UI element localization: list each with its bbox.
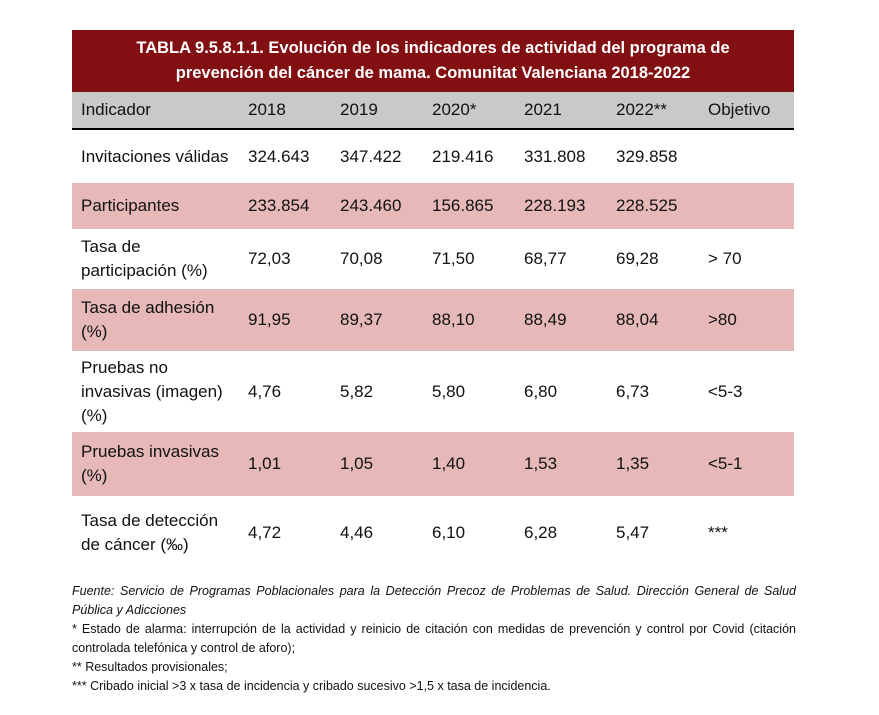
table-cell: 6,10 — [432, 523, 466, 542]
column-header: 2021 — [524, 100, 562, 119]
table-cell: 71,50 — [432, 249, 475, 268]
table-cell: 6,80 — [524, 381, 558, 401]
table-cell: 5,47 — [616, 523, 650, 542]
table-cell: 1,40 — [432, 454, 466, 473]
footnote: ** Resultados provisionales; — [72, 660, 228, 674]
table-cell: 4,46 — [340, 523, 374, 542]
table-row: Tasa de participación (%) 72,03 70,08 71,50… — [72, 229, 794, 289]
table-cell: >80 — [708, 310, 737, 329]
footnote: *** Cribado inicial >3 x tasa de inciden… — [72, 679, 551, 693]
table-cell: 6,73 — [616, 381, 650, 401]
table-row: Pruebas no invasivas (imagen) (%) 4,76 5,8… — [72, 351, 794, 432]
title-line: TABLA 9.5.8.1.1. Evolución de los indica… — [136, 39, 730, 57]
table-cell: 69,28 — [616, 249, 659, 268]
column-header: 2020* — [432, 100, 477, 119]
column-header: Objetivo — [708, 100, 771, 119]
table-cell: 72,03 — [248, 249, 291, 268]
table-row: Participantes 233.854 243.460 156.865 228.19… — [72, 183, 794, 229]
table-row: Tasa de adhesión (%) 91,95 89,37 88,10 88,49… — [72, 289, 794, 351]
table-cell: > 70 — [708, 249, 742, 268]
indicator-label: Pruebas no invasivas (imagen) (%) — [81, 357, 223, 425]
table-row: Pruebas invasivas (%) 1,01 1,05 1,40 1,53 1,3… — [72, 432, 794, 496]
table-cell: 347.422 — [340, 146, 402, 166]
title-line: prevención del cáncer de mama. Comunitat… — [175, 64, 691, 82]
table-title: TABLA 9.5.8.1.1. Evolución de los indica… — [72, 30, 794, 92]
table-cell: 4,76 — [248, 381, 282, 401]
table-cell: 243.460 — [340, 196, 402, 215]
table-cell: 1,35 — [616, 454, 650, 473]
column-header: 2018 — [248, 100, 286, 119]
table-row: Invitaciones válidas 324.643 347.422 219.41… — [72, 130, 794, 183]
indicator-label: Tasa de participación (%) — [81, 237, 208, 280]
table-cell: 91,95 — [248, 310, 291, 329]
column-header: Indicador — [81, 100, 151, 119]
table-cell: 5,80 — [432, 381, 466, 401]
table-cell: 89,37 — [340, 310, 383, 329]
table-row: Tasa de detección de cáncer (‰) 4,72 4,46 6… — [72, 496, 794, 570]
footnote: * Estado de alarma: interrupción de la a… — [72, 622, 796, 655]
indicator-label: Tasa de adhesión (%) — [81, 298, 215, 341]
table-cell: 1,05 — [340, 454, 374, 473]
table-cell: 329.858 — [616, 146, 678, 166]
table-cell: 233.854 — [248, 196, 310, 215]
table-cell: 6,28 — [524, 523, 558, 542]
table-cell: 156.865 — [432, 196, 494, 215]
table-cell: 331.808 — [524, 146, 586, 166]
table-cell: 228.193 — [524, 196, 586, 215]
indicator-label: Pruebas invasivas (%) — [81, 442, 219, 485]
table-cell: <5-1 — [708, 454, 743, 473]
indicator-label: Participantes — [81, 196, 180, 215]
table-cell: 219.416 — [432, 146, 494, 166]
table-cell: 5,82 — [340, 381, 374, 401]
column-header: 2022** — [616, 100, 668, 119]
table-cell: 88,04 — [616, 310, 659, 329]
table-cell: 1,01 — [248, 454, 282, 473]
table-cell: 228.525 — [616, 196, 678, 215]
source-note: Fuente: Servicio de Programas Poblaciona… — [72, 584, 796, 617]
indicators-table: TABLA 9.5.8.1.1. Evolución de los indica… — [72, 30, 794, 570]
column-header: 2019 — [340, 100, 378, 119]
table-cell: 4,72 — [248, 523, 282, 542]
table-cell: <5-3 — [708, 381, 743, 401]
indicator-label: Invitaciones válidas — [81, 146, 229, 166]
table-cell: 68,77 — [524, 249, 567, 268]
header-row: Indicador 2018 2019 2020* 2021 2022** Ob… — [72, 92, 794, 130]
table-cell: 1,53 — [524, 454, 558, 473]
table-cell: 70,08 — [340, 249, 383, 268]
footnotes: Fuente: Servicio de Programas Poblaciona… — [72, 582, 796, 696]
table-cell: 88,10 — [432, 310, 475, 329]
table-cell: 88,49 — [524, 310, 567, 329]
table-cell: *** — [708, 523, 728, 542]
table-cell: 324.643 — [248, 146, 310, 166]
indicator-label: Tasa de detección de cáncer (‰) — [81, 511, 219, 554]
